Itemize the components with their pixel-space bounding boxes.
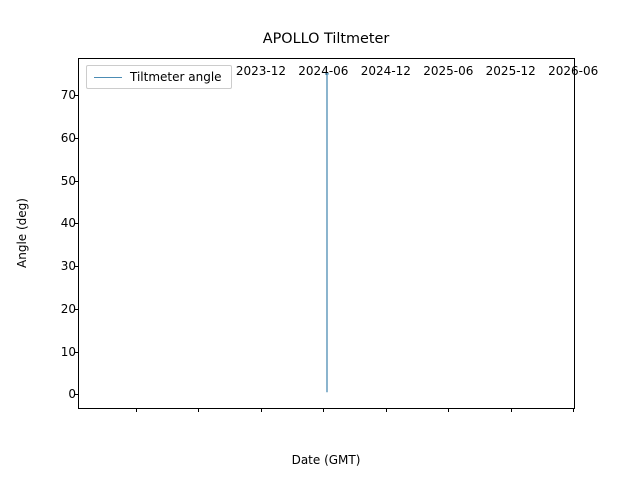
- y-tick-mark: [75, 180, 79, 182]
- x-tick-mark: [573, 408, 575, 412]
- x-tick-mark: [260, 408, 262, 412]
- x-tick-mark: [385, 408, 387, 412]
- x-tick-label: 2024-12: [360, 64, 411, 78]
- x-tick-mark: [136, 408, 137, 412]
- y-tick-mark: [75, 95, 79, 97]
- x-tick-mark: [510, 408, 512, 412]
- y-tick-label: 40: [60, 216, 76, 231]
- x-tick-label: 2023-12: [235, 64, 287, 78]
- y-tick-mark: [75, 266, 79, 268]
- y-tick-label: 70: [60, 88, 76, 103]
- legend-label-tiltmeter-angle: Tiltmeter angle: [130, 70, 222, 84]
- y-tick-mark: [75, 351, 79, 353]
- x-tick-mark: [323, 408, 325, 412]
- x-tick-label: 2025-12: [485, 64, 536, 78]
- x-tick-label: 2024-06: [298, 64, 349, 78]
- y-tick-label: 30: [60, 259, 76, 274]
- x-tick-label: 2025-06: [423, 64, 474, 78]
- chart-title: APOLLO Tiltmeter: [262, 31, 390, 47]
- x-axis-label: Date (GMT): [291, 453, 361, 467]
- y-tick-label: 0: [68, 387, 76, 402]
- y-axis-label: Angle (deg): [15, 198, 29, 268]
- y-tick-label: 10: [60, 344, 76, 359]
- data-series-layer: [325, 73, 329, 393]
- y-tick-mark: [75, 137, 79, 139]
- x-tick-mark: [198, 408, 200, 412]
- y-tick-mark: [75, 223, 79, 225]
- x-tick-label: 2026-06: [548, 64, 599, 78]
- y-tick-mark: [75, 308, 79, 310]
- y-tick-label: 20: [60, 301, 76, 316]
- y-tick-label: 50: [60, 173, 76, 188]
- y-tick-mark: [75, 394, 79, 396]
- x-tick-mark: [448, 408, 450, 412]
- legend-line-swatch-tiltmeter-angle: [94, 76, 122, 78]
- chart-legend: Tiltmeter angle: [86, 65, 232, 89]
- y-tick-label: 60: [60, 130, 76, 145]
